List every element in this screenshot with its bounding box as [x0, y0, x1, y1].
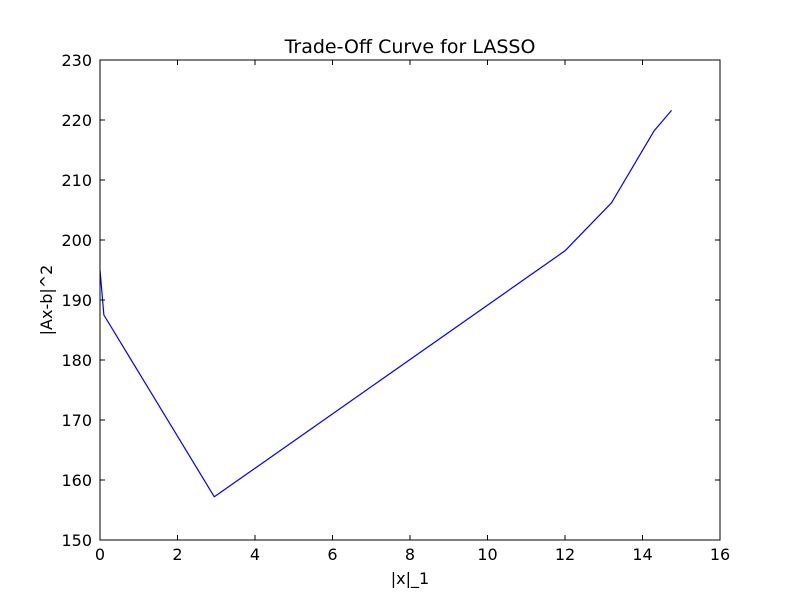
y-tick-label: 150	[61, 531, 92, 550]
chart-title: Trade-Off Curve for LASSO	[284, 36, 536, 58]
x-axis-title: |x|_1	[391, 569, 429, 589]
y-tick-label: 210	[61, 171, 92, 190]
series-line	[99, 110, 673, 498]
x-tick-label: 4	[250, 545, 260, 564]
y-tick-label: 190	[61, 291, 92, 310]
plot-frame	[99, 59, 721, 541]
x-tick-label: 14	[632, 545, 652, 564]
x-tick-label: 12	[555, 545, 575, 564]
series-group	[99, 110, 673, 498]
y-axis: 150 160 170 180 190 200 210 220 230	[61, 51, 720, 550]
y-axis-title: |Ax-b|^2	[37, 265, 56, 336]
x-axis: 0 2 4 6 8 10 12 14 16	[95, 60, 730, 564]
y-tick-label: 200	[61, 231, 92, 250]
x-tick-label: 2	[172, 545, 182, 564]
x-tick-label: 8	[405, 545, 415, 564]
x-tick-label: 0	[95, 545, 105, 564]
y-tick-label: 180	[61, 351, 92, 370]
x-tick-label: 16	[710, 545, 730, 564]
y-tick-label: 160	[61, 471, 92, 490]
y-tick-label: 170	[61, 411, 92, 430]
x-tick-label: 10	[477, 545, 497, 564]
x-tick-label: 6	[327, 545, 337, 564]
y-tick-label: 230	[61, 51, 92, 70]
y-tick-label: 220	[61, 111, 92, 130]
